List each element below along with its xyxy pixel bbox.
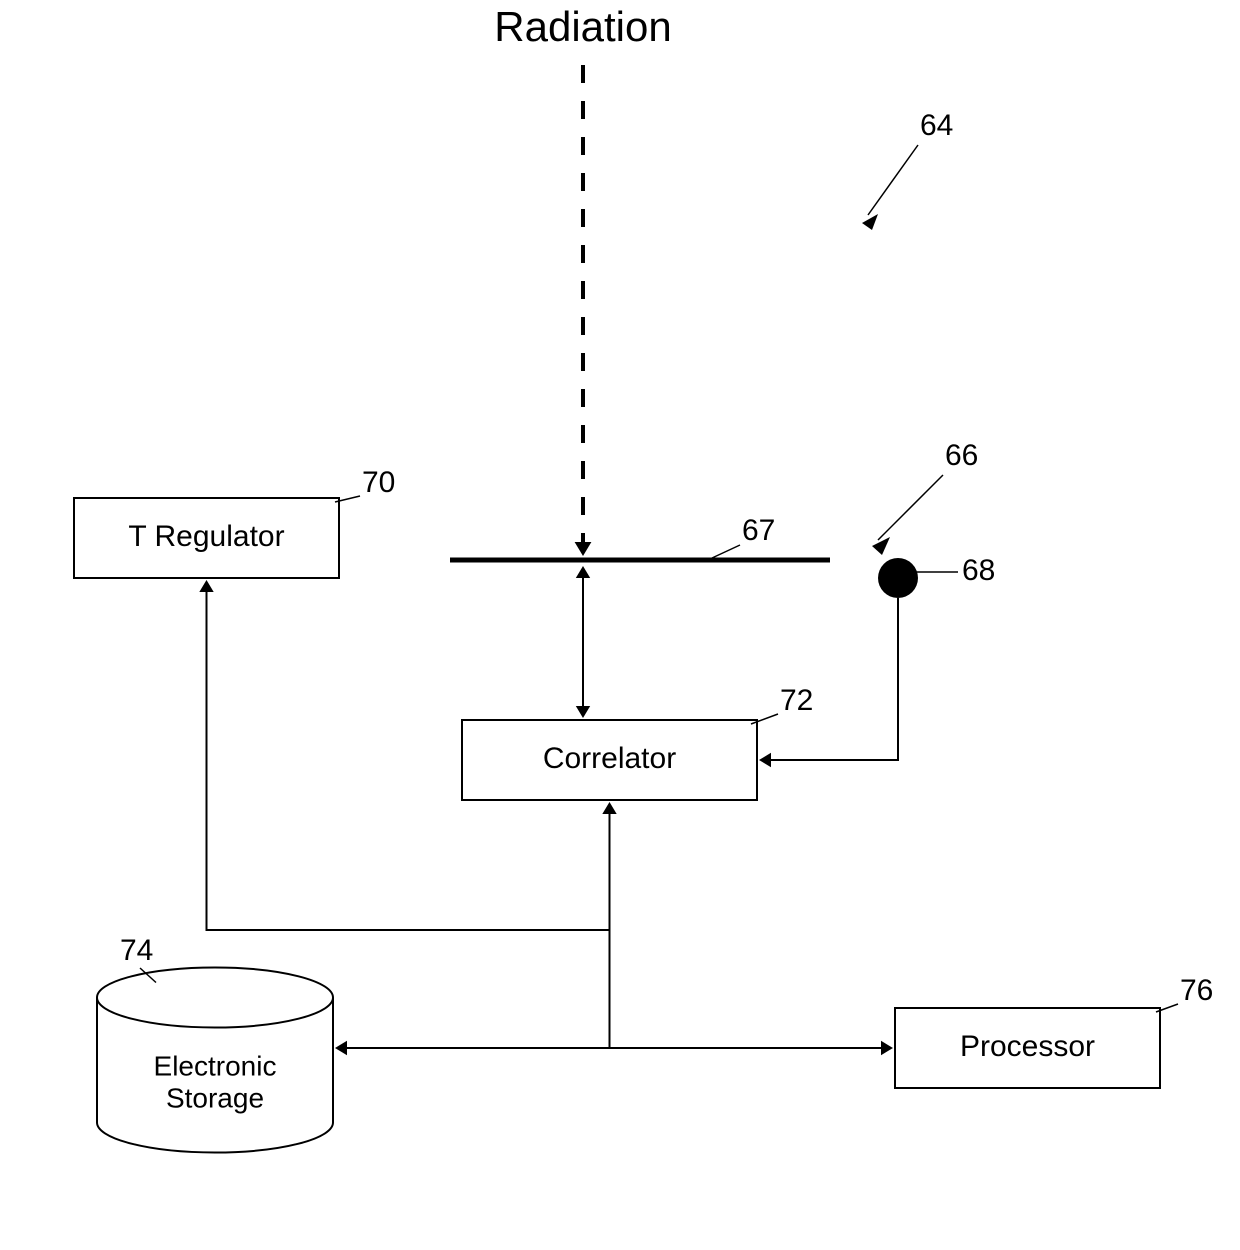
ref-70: 70: [362, 466, 395, 499]
t-regulator-box: T Regulator: [74, 498, 339, 578]
storage-label-2: Storage: [166, 1082, 264, 1113]
ref-72: 72: [780, 684, 813, 717]
ref-74: 74: [120, 934, 153, 967]
ref-68: 68: [962, 554, 995, 587]
bar-to-correlator-arrow: [576, 566, 590, 718]
ref-66: 66: [945, 439, 978, 472]
correlator-box: Correlator: [462, 720, 757, 800]
sensor-dot: [878, 558, 918, 598]
ref-76: 76: [1180, 974, 1213, 1007]
ref-64: 64: [920, 109, 953, 142]
storage-label-1: Electronic: [154, 1050, 277, 1081]
storage-cylinder: Electronic Storage: [97, 968, 333, 1153]
ref-67: 67: [742, 514, 775, 547]
processor-box: Processor: [895, 1008, 1160, 1088]
correlator-label: Correlator: [543, 742, 676, 775]
processor-label: Processor: [960, 1030, 1095, 1063]
t-regulator-label: T Regulator: [128, 520, 284, 553]
diagram-title: Radiation: [494, 3, 671, 50]
dot-to-correlator-arrow: [759, 598, 898, 767]
radiation-line: [575, 65, 592, 556]
